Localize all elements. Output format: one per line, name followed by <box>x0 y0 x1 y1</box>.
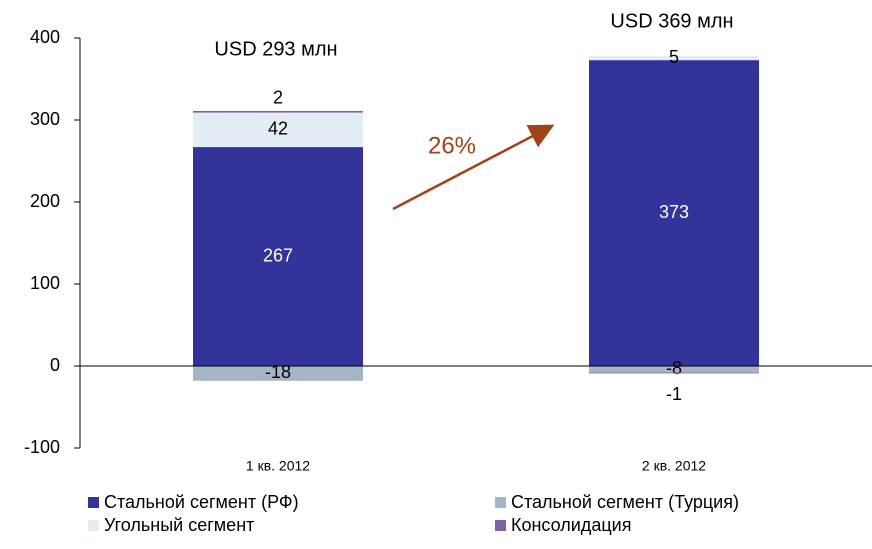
y-tick-label: 400 <box>30 27 60 47</box>
total-label: USD 293 млн <box>214 38 337 60</box>
legend-label: Стальной сегмент (Турция) <box>511 492 739 512</box>
y-tick-label: 300 <box>30 109 60 129</box>
data-label: -18 <box>265 362 291 382</box>
y-tick-label: 0 <box>50 355 60 375</box>
data-label: 5 <box>669 47 679 67</box>
legend-swatch <box>88 497 99 508</box>
bar-segment <box>589 60 759 366</box>
y-tick-label: -100 <box>24 437 60 457</box>
bar-segment <box>589 56 759 61</box>
data-label: 2 <box>273 88 283 108</box>
growth-arrow <box>392 124 555 211</box>
data-label: 42 <box>268 119 288 139</box>
legend-label: Консолидация <box>511 515 631 535</box>
total-label: USD 369 млн <box>610 10 733 32</box>
y-tick-label: 200 <box>30 191 60 211</box>
legend-label: Стальной сегмент (РФ) <box>104 492 299 512</box>
data-label: 267 <box>263 245 293 265</box>
legend-swatch <box>495 497 506 508</box>
legend-label: Угольный сегмент <box>104 515 254 535</box>
legend-swatch <box>88 520 99 531</box>
data-label: -1 <box>666 384 682 404</box>
bar-segment <box>193 112 363 148</box>
bar-segment <box>193 366 363 381</box>
annotation: 26% <box>428 132 476 159</box>
bar-segment <box>589 372 759 374</box>
x-tick-label: 2 кв. 2012 <box>642 458 706 474</box>
data-label: 373 <box>659 202 689 222</box>
bar-segment <box>193 147 363 366</box>
x-tick-label: 1 кв. 2012 <box>246 458 310 474</box>
legend-swatch <box>495 520 506 531</box>
bar-segment <box>589 366 759 373</box>
data-label: -8 <box>666 358 682 378</box>
y-tick-label: 100 <box>30 273 60 293</box>
bar-segment <box>193 110 363 113</box>
